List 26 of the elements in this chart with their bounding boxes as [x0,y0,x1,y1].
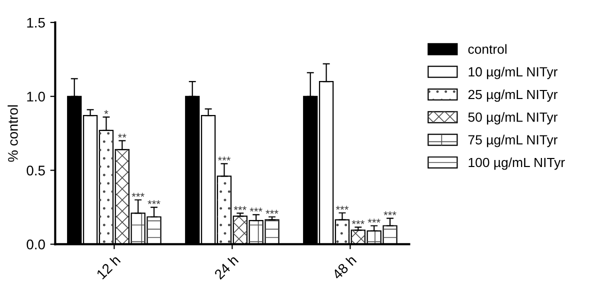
data-label: *** [352,220,364,224]
y-tick-label: 1.5 [27,18,45,28]
data-label: *** [234,206,246,210]
legend-label: 100 µg/mL NITyr [468,157,565,170]
y-axis-title: % control [8,105,18,162]
data-label: *** [336,206,349,210]
y-tick-label: 0.5 [26,166,45,176]
legend-label: 75 µg/mL NITyr [468,134,558,148]
legend-label: control [468,44,506,54]
legend-label: 10 µg/mL NITyr [468,66,558,80]
data-label: *** [368,218,380,223]
data-label: *** [132,192,144,197]
data-label: *** [384,211,396,216]
x-tick-label: 24 h [214,254,239,280]
y-tick-label: 0.0 [26,240,45,250]
data-label: *** [218,156,231,161]
data-label: *** [266,210,278,214]
data-label: * [104,110,108,114]
data-label: *** [250,208,262,212]
x-tick-label: 12 h [96,254,121,280]
y-tick-label: 1.0 [27,92,45,102]
data-label: *** [148,200,160,204]
legend-label: 25 µg/mL NITyr [468,89,558,102]
data-label: ** [118,134,126,138]
x-tick-label: 48 h [331,254,357,280]
legend-label: 50 µg/mL NITyr [468,112,558,124]
